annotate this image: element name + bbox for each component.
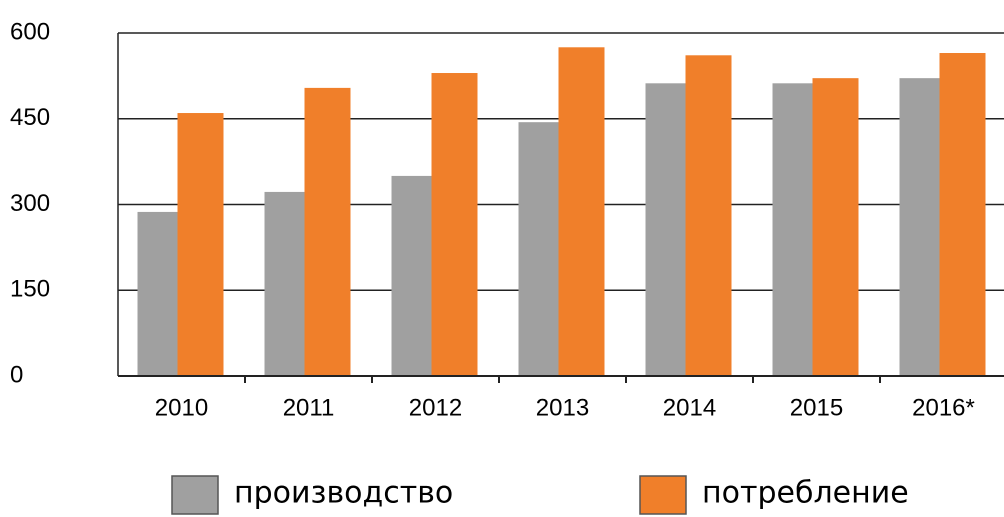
bar bbox=[264, 191, 311, 376]
y-tick-label: 0 bbox=[10, 361, 23, 388]
bar bbox=[304, 87, 351, 376]
bar bbox=[431, 73, 478, 377]
bar bbox=[558, 47, 605, 377]
bar bbox=[812, 78, 859, 376]
x-tick-label: 2014 bbox=[663, 394, 716, 421]
bar bbox=[518, 122, 565, 377]
y-tick-label: 150 bbox=[10, 276, 50, 303]
bar bbox=[137, 211, 184, 376]
bar bbox=[177, 113, 224, 377]
bar bbox=[391, 175, 438, 376]
legend-label: потребление bbox=[702, 476, 909, 511]
bar bbox=[772, 83, 819, 376]
bar bbox=[685, 55, 732, 377]
x-tick-label: 2016* bbox=[912, 394, 975, 421]
y-tick-label: 600 bbox=[10, 18, 50, 45]
legend-swatch bbox=[171, 475, 219, 515]
x-tick-label: 2011 bbox=[283, 394, 335, 421]
legend-label: производство bbox=[234, 476, 453, 511]
x-tick-label: 2010 bbox=[155, 394, 208, 421]
x-tick-label: 2012 bbox=[409, 394, 462, 421]
y-tick-label: 450 bbox=[10, 104, 50, 131]
bar bbox=[939, 53, 986, 377]
legend-swatch bbox=[639, 475, 687, 515]
bar bbox=[899, 78, 946, 376]
bar bbox=[645, 83, 692, 376]
x-tick-label: 2015 bbox=[790, 394, 843, 421]
x-tick-label: 2013 bbox=[536, 394, 589, 421]
y-tick-label: 300 bbox=[10, 190, 50, 217]
